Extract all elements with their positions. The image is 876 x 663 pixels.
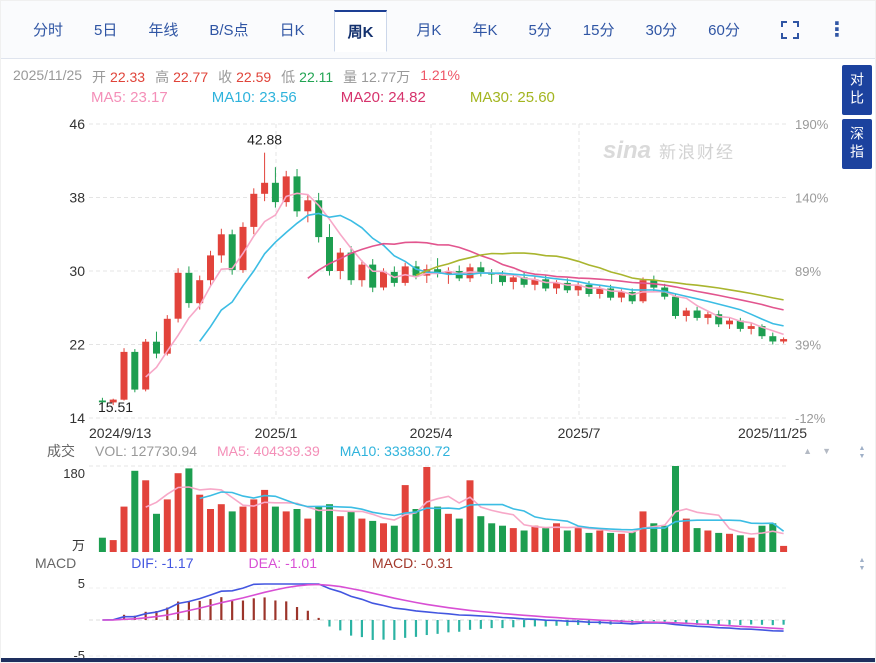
- fullscreen-icon[interactable]: [781, 20, 799, 39]
- period-tab-bar: 分时 5日 年线 B/S点 日K 周K 月K 年K 5分 15分 30分 60分 ⋮: [1, 1, 875, 59]
- quote-date: 2025/11/25: [13, 67, 83, 83]
- resize-down-arrow-icon[interactable]: ▼: [858, 565, 866, 572]
- pane-down-arrow-icon[interactable]: ▼: [822, 445, 831, 456]
- tab-monthly-k[interactable]: 月K: [416, 22, 442, 39]
- quote-volume: 量 12.77万: [343, 69, 411, 85]
- tab-yearly-k[interactable]: 年K: [472, 22, 498, 39]
- volume-pane: 180 万: [63, 465, 789, 553]
- vol-ma10-value: 333830.72: [384, 442, 451, 459]
- ma30-legend: MA30: 25.60: [469, 89, 555, 106]
- quote-high: 高 22.77: [155, 69, 209, 85]
- svg-text:190%: 190%: [795, 117, 829, 132]
- vol-ma10-label: MA10:: [339, 442, 381, 459]
- quote-summary-row: 2025/11/25 开 22.33 高 22.77 收 22.59 低 22.11 量 12.77…: [13, 67, 460, 87]
- resize-up-arrow-icon[interactable]: ▲: [858, 445, 866, 452]
- tab-5day[interactable]: 5日: [94, 22, 118, 39]
- x-axis-labels: 2024/9/13 2025/1 2025/4 2025/7 2025/11/25: [89, 425, 807, 441]
- dif-value: -1.17: [161, 554, 194, 571]
- shenzhen-index-button[interactable]: 深指: [842, 119, 872, 169]
- volume-pane-header: 成交 VOL: 127730.94 MA5: 404339.39 MA10: 3…: [1, 442, 831, 459]
- macd-dif-value: DIF: -1.17: [131, 555, 193, 571]
- svg-text:38: 38: [69, 190, 85, 206]
- bottom-border-bar: [1, 658, 875, 662]
- svg-text:2025/7: 2025/7: [558, 425, 601, 441]
- kebab-menu-icon[interactable]: ⋮: [827, 18, 847, 41]
- volume-ma5-value: MA5: 404339.39: [217, 443, 320, 459]
- volume-ma10-value: MA10: 333830.72: [340, 443, 451, 459]
- volume-current-value: VOL: 127730.94: [95, 443, 197, 459]
- svg-text:-12%: -12%: [795, 411, 826, 426]
- svg-text:14: 14: [69, 410, 85, 426]
- svg-text:22: 22: [69, 337, 85, 353]
- macd-label: MACD:: [372, 554, 418, 571]
- tab-weekly-k[interactable]: 周K: [333, 9, 388, 52]
- dif-label: DIF:: [131, 554, 158, 571]
- vol-label: VOL:: [95, 442, 127, 459]
- svg-text:万: 万: [72, 538, 85, 553]
- quote-close: 收 22.59: [218, 69, 272, 85]
- svg-text:39%: 39%: [795, 338, 821, 353]
- macd-pane-resize-control[interactable]: ▲ ▼: [854, 557, 870, 572]
- candlestick-series: [98, 152, 788, 406]
- tab-bar-tabs: 分时 5日 年线 B/S点 日K 周K 月K 年K 5分 15分 30分 60分: [1, 9, 781, 52]
- tab-bar-icons: ⋮: [781, 20, 875, 40]
- tab-15min[interactable]: 15分: [582, 22, 615, 39]
- macd-pane-title: MACD: [35, 554, 77, 571]
- svg-text:30: 30: [69, 263, 85, 279]
- ma20-legend: MA20: 24.82: [340, 89, 426, 106]
- svg-text:140%: 140%: [795, 191, 829, 206]
- tab-bs-points[interactable]: B/S点: [209, 22, 249, 39]
- svg-text:15.51: 15.51: [98, 399, 133, 415]
- macd-dea-value: DEA: -1.01: [249, 555, 318, 571]
- vol-value: 127730.94: [130, 442, 197, 459]
- macd-hist-value: MACD: -0.31: [372, 555, 453, 571]
- tab-year-line[interactable]: 年线: [148, 22, 179, 39]
- macd-pane: 5 -5: [73, 576, 789, 661]
- compare-button[interactable]: 对比: [842, 65, 872, 115]
- svg-text:5: 5: [78, 576, 85, 591]
- volume-pane-resize-control[interactable]: ▲ ▼: [854, 445, 870, 460]
- vol-ma5-label: MA5:: [216, 442, 250, 459]
- dea-label: DEA:: [248, 554, 282, 571]
- price-ma-lines: [145, 192, 784, 378]
- svg-text:42.88: 42.88: [247, 132, 282, 148]
- volume-pane-toggle-arrows[interactable]: ▲ ▼: [803, 446, 831, 456]
- quote-change-percent: 1.21%: [420, 67, 460, 83]
- svg-text:2025/11/25: 2025/11/25: [738, 425, 807, 441]
- ma10-legend: MA10: 23.56: [211, 89, 297, 106]
- svg-text:2025/1: 2025/1: [255, 425, 298, 441]
- tab-30min[interactable]: 30分: [645, 22, 678, 39]
- resize-up-arrow-icon[interactable]: ▲: [858, 557, 866, 564]
- price-annotations: 42.88 15.51: [98, 132, 282, 415]
- quote-low: 低 22.11: [281, 69, 334, 85]
- svg-text:2025/4: 2025/4: [410, 425, 453, 441]
- ma-legend-row: MA5: 23.17 MA10: 23.56 MA20: 24.82 MA30: 25…: [91, 89, 555, 106]
- compare-buttons: 对比 深指: [842, 65, 872, 169]
- tab-5min[interactable]: 5分: [528, 22, 552, 39]
- ma5-legend: MA5: 23.17: [91, 89, 168, 106]
- dea-value: -1.01: [285, 554, 317, 571]
- quote-open: 开 22.33: [92, 69, 146, 85]
- macd-value: -0.31: [421, 554, 453, 571]
- svg-text:2024/9/13: 2024/9/13: [89, 425, 151, 441]
- resize-down-arrow-icon[interactable]: ▼: [858, 453, 866, 460]
- macd-pane-header: MACD DIF: -1.17 DEA: -1.01 MACD: -0.31: [1, 554, 831, 571]
- svg-text:89%: 89%: [795, 264, 821, 279]
- tab-60min[interactable]: 60分: [708, 22, 740, 39]
- pane-up-arrow-icon[interactable]: ▲: [803, 445, 813, 456]
- main-chart[interactable]: 46 190%38 140%30 89%22 39%14 -12%2024/9/13 202…: [1, 109, 876, 661]
- svg-text:46: 46: [69, 116, 85, 132]
- volume-pane-title: 成交: [47, 442, 75, 459]
- tab-minute[interactable]: 分时: [33, 22, 64, 39]
- vol-ma5-value: 404339.39: [253, 442, 320, 459]
- svg-text:180: 180: [63, 466, 85, 481]
- tab-daily-k[interactable]: 日K: [279, 22, 305, 39]
- svg-text:-5: -5: [73, 648, 85, 661]
